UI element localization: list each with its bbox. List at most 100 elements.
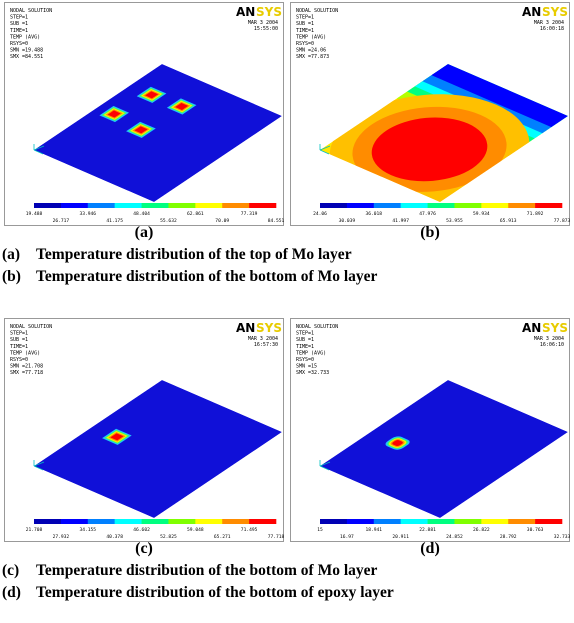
- header-line: STEP=1: [10, 331, 28, 337]
- colorbar-segment: [320, 203, 347, 208]
- colorbar-segment: [347, 519, 374, 524]
- header-line: SMX =77.873: [296, 54, 329, 60]
- colorbar-label: 46.602: [133, 527, 150, 533]
- colorbar-label: 33.946: [79, 211, 96, 217]
- colorbar-segment: [115, 519, 142, 524]
- colorbar-label: 19.488: [26, 211, 43, 217]
- colorbar-segment: [195, 519, 222, 524]
- colorbar-label: 22.881: [419, 527, 436, 533]
- colorbar-label: 62.861: [187, 211, 204, 217]
- panel-label: (c): [4, 540, 284, 558]
- colorbar-segment: [374, 203, 401, 208]
- time: 15:55:00: [254, 26, 278, 32]
- colorbar-label: 18.941: [365, 527, 382, 533]
- colorbar-segment: [535, 203, 562, 208]
- caption-text: Temperature distribution of the bottom o…: [36, 562, 377, 579]
- colorbar-segment: [195, 203, 222, 208]
- colorbar-label: 71.495: [241, 527, 258, 533]
- colorbar-segment: [535, 519, 562, 524]
- header-line: NODAL SOLUTION: [10, 324, 52, 330]
- caption-text: Temperature distribution of the top of M…: [36, 246, 352, 263]
- colorbar-segment: [401, 519, 428, 524]
- header-line: STEP=1: [10, 15, 28, 21]
- logo-an: AN: [236, 5, 255, 19]
- colorbar-segment: [142, 203, 169, 208]
- logo-an: AN: [522, 321, 541, 335]
- header-line: TEMP (AVG): [296, 350, 326, 356]
- plot-panel: NODAL SOLUTIONSTEP=1SUB =1TIME=1TEMP (AV…: [290, 2, 570, 226]
- caption-label: (a): [2, 246, 36, 264]
- time: 16:06:10: [540, 342, 564, 348]
- logo-sys: SYS: [256, 321, 282, 335]
- colorbar-label: 26.822: [473, 527, 490, 533]
- contour-plot: NODAL SOLUTIONSTEP=1SUB =1TIME=1TEMP (AV…: [4, 2, 284, 226]
- colorbar-segment: [168, 519, 195, 524]
- panel-label: (a): [4, 224, 284, 242]
- colorbar-segment: [320, 519, 347, 524]
- contour-plot: NODAL SOLUTIONSTEP=1SUB =1TIME=1TEMP (AV…: [290, 2, 570, 226]
- colorbar-segment: [249, 203, 276, 208]
- colorbar-segment: [34, 203, 61, 208]
- colorbar-segment: [142, 519, 169, 524]
- colorbar-segment: [347, 203, 374, 208]
- header-line: STEP=1: [296, 331, 314, 337]
- colorbar-segment: [115, 203, 142, 208]
- header-line: RSYS=0: [10, 41, 28, 47]
- colorbar-label: 21.708: [26, 527, 43, 533]
- colorbar-label: 24.06: [313, 211, 327, 217]
- header-line: TEMP (AVG): [296, 34, 326, 40]
- colorbar-label: 30.763: [527, 527, 544, 533]
- colorbar-segment: [428, 519, 455, 524]
- header-line: TIME=1: [296, 344, 314, 350]
- colorbar-segment: [454, 203, 481, 208]
- time: 16:57:30: [254, 342, 278, 348]
- header-line: SMX =77.718: [10, 370, 43, 376]
- colorbar-segment: [508, 203, 535, 208]
- header-line: RSYS=0: [296, 357, 314, 363]
- colorbar-segment: [428, 203, 455, 208]
- caption: (c)Temperature distribution of the botto…: [2, 562, 574, 580]
- logo-an: AN: [236, 321, 255, 335]
- caption: (a)Temperature distribution of the top o…: [2, 246, 574, 264]
- header-line: TIME=1: [10, 28, 28, 34]
- colorbar-segment: [168, 203, 195, 208]
- colorbar-label: 48.404: [133, 211, 150, 217]
- caption-label: (c): [2, 562, 36, 580]
- header-line: SMN =15: [296, 364, 317, 370]
- header-line: SUB =1: [296, 21, 314, 27]
- header-line: SMX =84.551: [10, 54, 43, 60]
- logo-sys: SYS: [542, 5, 568, 19]
- colorbar-segment: [374, 519, 401, 524]
- header-line: NODAL SOLUTION: [296, 8, 338, 14]
- header-line: RSYS=0: [296, 41, 314, 47]
- logo-an: AN: [522, 5, 541, 19]
- header-line: RSYS=0: [10, 357, 28, 363]
- header-line: SUB =1: [10, 337, 28, 343]
- panel-label: (b): [290, 224, 570, 242]
- time: 16:00:18: [540, 26, 564, 32]
- logo-sys: SYS: [542, 321, 568, 335]
- header-line: NODAL SOLUTION: [10, 8, 52, 14]
- panel-label: (d): [290, 540, 570, 558]
- colorbar-label: 34.155: [79, 527, 96, 533]
- colorbar-segment: [401, 203, 428, 208]
- colorbar-segment: [454, 519, 481, 524]
- header-line: SMX =32.733: [296, 370, 329, 376]
- header-line: NODAL SOLUTION: [296, 324, 338, 330]
- header-line: SUB =1: [296, 337, 314, 343]
- logo-sys: SYS: [256, 5, 282, 19]
- colorbar-segment: [34, 519, 61, 524]
- header-line: TIME=1: [296, 28, 314, 34]
- header-line: TIME=1: [10, 344, 28, 350]
- colorbar-segment: [88, 519, 115, 524]
- header-line: SMN =24.06: [296, 48, 326, 54]
- colorbar-label: 15: [317, 527, 323, 533]
- caption: (b)Temperature distribution of the botto…: [2, 268, 574, 286]
- caption-label: (b): [2, 268, 36, 286]
- header-line: TEMP (AVG): [10, 350, 40, 356]
- colorbar-label: 36.018: [365, 211, 382, 217]
- header-line: SMN =21.708: [10, 364, 43, 370]
